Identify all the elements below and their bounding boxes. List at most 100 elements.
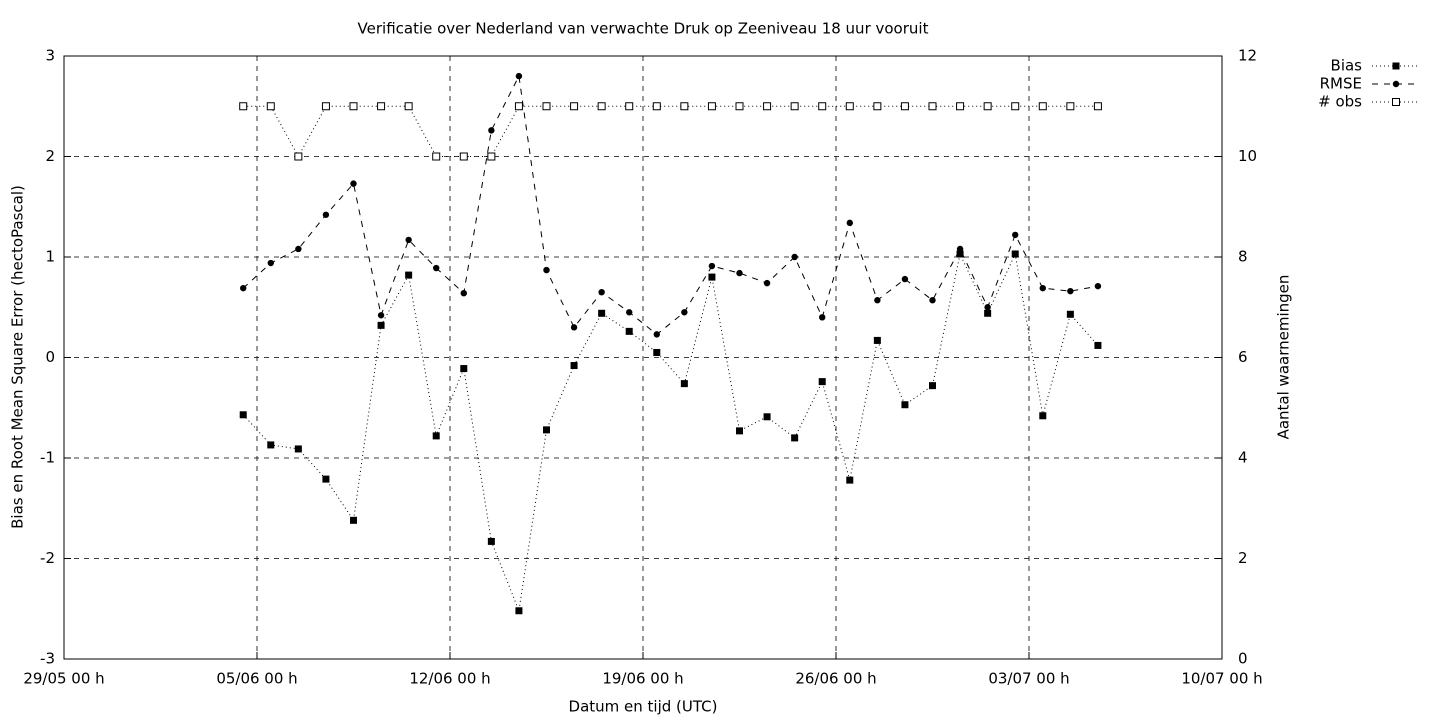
- data-point: [487, 537, 495, 545]
- data-point: [708, 262, 716, 270]
- series-line: [242, 252, 1099, 613]
- data-point: [956, 250, 964, 258]
- series-line: [243, 105, 1098, 158]
- data-point: [900, 102, 909, 111]
- data-point: [818, 378, 826, 386]
- y-tick-label: -3: [40, 650, 55, 668]
- data-point: [597, 102, 606, 111]
- series-line: [242, 74, 1099, 336]
- y-tick-label: -1: [40, 449, 55, 467]
- y2-tick-label: 12: [1238, 47, 1257, 65]
- data-point: [625, 102, 634, 111]
- data-point: [322, 475, 330, 483]
- x-tick-label: 26/06 00 h: [795, 670, 876, 688]
- data-point: [598, 309, 606, 317]
- data-point: [459, 152, 468, 161]
- data-point: [294, 152, 303, 161]
- data-point: [763, 279, 771, 287]
- y2-tick-label: 6: [1238, 348, 1248, 366]
- x-tick-label: 10/07 00 h: [1181, 670, 1262, 688]
- data-point: [1038, 102, 1047, 111]
- data-point: [543, 426, 550, 434]
- data-point: [405, 271, 413, 279]
- data-point: [1012, 231, 1019, 239]
- data-point: [763, 102, 772, 111]
- data-point: [377, 321, 385, 329]
- data-point: [653, 331, 660, 338]
- data-point: [901, 275, 909, 283]
- y-tick-label: -2: [40, 549, 55, 567]
- data-point: [846, 476, 854, 484]
- chart-title: Verificatie over Nederland van verwachte…: [358, 20, 929, 38]
- data-point: [983, 102, 992, 111]
- data-point: [1093, 102, 1102, 111]
- data-point: [1066, 102, 1075, 111]
- data-point: [956, 102, 965, 111]
- data-point: [1011, 250, 1019, 258]
- data-point: [846, 219, 853, 227]
- data-point: [487, 152, 496, 161]
- data-point: [404, 102, 413, 111]
- data-point: [349, 102, 358, 111]
- data-point: [570, 324, 578, 331]
- data-point: [460, 289, 467, 297]
- data-point: [653, 348, 661, 356]
- data-point: [266, 102, 275, 111]
- data-point: [432, 152, 441, 161]
- data-point: [874, 297, 881, 304]
- data-point: [708, 273, 716, 281]
- data-point: [901, 401, 909, 409]
- y-tick-label: 3: [45, 47, 55, 65]
- data-point: [1094, 341, 1102, 349]
- data-point: [570, 102, 579, 111]
- data-point: [763, 413, 771, 421]
- data-point: [736, 269, 743, 277]
- data-point: [239, 411, 247, 419]
- data-point: [515, 607, 523, 615]
- data-point: [984, 309, 992, 317]
- data-point: [514, 102, 523, 111]
- y2-tick-label: 10: [1238, 147, 1257, 165]
- legend-marker: [1392, 80, 1400, 88]
- data-point: [488, 127, 495, 134]
- legend-marker: [1392, 98, 1400, 106]
- data-point: [1039, 284, 1046, 292]
- data-point: [929, 382, 936, 390]
- x-axis-label: Datum en tijd (UTC): [569, 698, 718, 716]
- data-point: [267, 441, 275, 449]
- x-tick-label: 29/05 00 h: [23, 670, 104, 688]
- data-point: [542, 102, 551, 111]
- x-tick-label: 05/06 00 h: [216, 670, 297, 688]
- data-point: [1067, 287, 1074, 295]
- data-point: [791, 434, 799, 442]
- data-point: [681, 309, 688, 316]
- legend-label: # obs: [1318, 93, 1362, 111]
- data-point: [845, 102, 854, 111]
- y-tick-label: 2: [45, 147, 55, 165]
- data-point: [956, 245, 964, 253]
- x-tick-label: 12/06 00 h: [409, 670, 490, 688]
- data-point: [377, 312, 385, 319]
- data-point: [791, 253, 798, 261]
- data-point: [818, 102, 827, 111]
- data-point: [294, 445, 302, 453]
- y-tick-label: 1: [45, 248, 55, 266]
- data-point: [295, 245, 302, 253]
- data-point: [1094, 282, 1102, 290]
- y2-tick-label: 8: [1238, 248, 1248, 266]
- data-point: [350, 180, 357, 187]
- legend-marker: [1392, 62, 1400, 70]
- data-point: [598, 288, 605, 296]
- data-point: [460, 365, 468, 373]
- data-point: [680, 380, 688, 388]
- data-point: [652, 102, 661, 111]
- data-point: [735, 102, 744, 111]
- data-point: [377, 102, 386, 111]
- data-point: [625, 327, 633, 335]
- data-point: [239, 102, 248, 111]
- data-point: [707, 102, 716, 111]
- data-point: [873, 102, 882, 111]
- data-point: [543, 266, 550, 274]
- y2-tick-label: 4: [1238, 449, 1248, 467]
- data-point: [929, 297, 936, 304]
